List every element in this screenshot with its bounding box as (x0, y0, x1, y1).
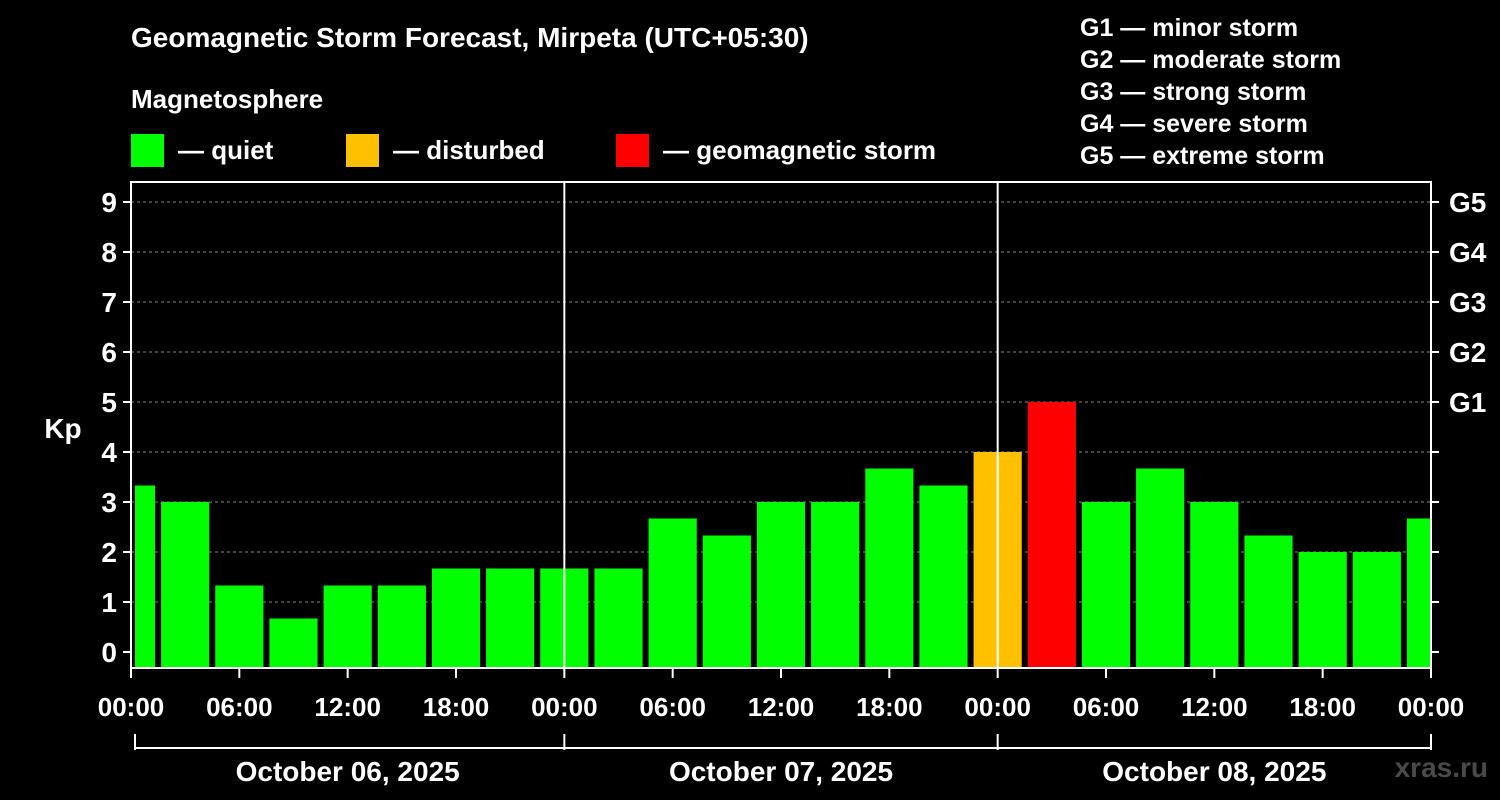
kp-bar-15 (919, 485, 968, 668)
kp-bar-10 (648, 518, 697, 668)
g-scale-g1: G1 — minor storm (1080, 14, 1299, 42)
y-tick-label-5: 5 (101, 387, 117, 418)
x-tick-label-11: 18:00 (1289, 692, 1356, 722)
x-tick-label-4: 00:00 (531, 692, 598, 722)
kp-bar-19 (1136, 468, 1185, 668)
x-tick-label-9: 06:00 (1073, 692, 1140, 722)
y-tick-label-2: 2 (101, 537, 117, 568)
kp-bar-12 (756, 502, 806, 668)
kp-bar-20 (1190, 502, 1239, 668)
legend-label-disturbed: — disturbed (393, 134, 545, 165)
x-tick-label-12: 00:00 (1398, 692, 1465, 722)
y-tick-label-6: 6 (101, 337, 117, 368)
g-level-label-g1: G1 (1449, 387, 1486, 418)
kp-bar-1 (161, 502, 210, 668)
legend-item-storm: — geomagnetic storm (616, 133, 936, 167)
g-scale-g3: G3 — strong storm (1080, 78, 1307, 106)
date-label-0: October 06, 2025 (236, 756, 460, 787)
g-scale-g4: G4 — severe storm (1080, 110, 1308, 138)
legend-label-quiet: — quiet (178, 134, 274, 165)
kp-bar-24 (1406, 518, 1430, 668)
y-tick-label-9: 9 (101, 187, 117, 218)
kp-bar-6 (431, 568, 481, 668)
legend-item-disturbed: — disturbed (346, 133, 545, 167)
legend-swatch-quiet (131, 133, 164, 167)
y-tick-label-8: 8 (101, 237, 117, 268)
kp-bar-11 (702, 535, 751, 668)
x-tick-label-3: 18:00 (423, 692, 490, 722)
chart-title: Geomagnetic Storm Forecast, Mirpeta (UTC… (131, 22, 809, 53)
kp-bar-23 (1352, 552, 1401, 668)
g-level-label-g2: G2 (1449, 337, 1486, 368)
kp-bar-2 (215, 585, 264, 668)
g-level-label-g4: G4 (1449, 237, 1487, 268)
g-scale-legend: G1 — minor storm G2 — moderate storm G3 … (1080, 12, 1341, 172)
g-level-label-g3: G3 (1449, 287, 1486, 318)
kp-bar-17 (1027, 402, 1076, 668)
kp-bar-0 (135, 485, 156, 668)
kp-bar-9 (594, 568, 643, 668)
g-scale-g5: G5 — extreme storm (1080, 142, 1325, 170)
g-level-label-g5: G5 (1449, 187, 1486, 218)
kp-bar-13 (811, 502, 860, 668)
x-tick-label-2: 12:00 (314, 692, 381, 722)
kp-bar-21 (1244, 535, 1293, 668)
watermark: xras.ru (1394, 752, 1488, 783)
y-tick-label-3: 3 (101, 487, 117, 518)
y-tick-label-7: 7 (101, 287, 117, 318)
kp-bar-14 (865, 468, 914, 668)
kp-bar-3 (269, 618, 318, 668)
kp-bar-7 (486, 568, 535, 668)
x-tick-label-6: 12:00 (748, 692, 815, 722)
legend-swatch-disturbed (346, 133, 379, 167)
y-tick-label-0: 0 (101, 637, 117, 668)
g-scale-g2: G2 — moderate storm (1080, 46, 1342, 74)
date-label-2: October 08, 2025 (1102, 756, 1326, 787)
y-tick-label-1: 1 (101, 587, 117, 618)
legend-item-quiet: — quiet (131, 133, 273, 167)
kp-bar-5 (377, 585, 426, 668)
kp-bar-22 (1298, 552, 1347, 668)
x-tick-label-1: 06:00 (206, 692, 273, 722)
x-tick-label-0: 00:00 (98, 692, 165, 722)
legend-swatch-storm (616, 133, 649, 167)
chart-subtitle: Magnetosphere (131, 84, 324, 114)
x-tick-label-10: 12:00 (1181, 692, 1248, 722)
y-axis-title: Kp (44, 413, 81, 444)
kp-bar-4 (323, 585, 372, 668)
x-tick-label-5: 06:00 (639, 692, 706, 722)
date-label-1: October 07, 2025 (669, 756, 893, 787)
kp-bar-18 (1081, 502, 1131, 668)
y-tick-label-4: 4 (101, 437, 117, 468)
x-tick-label-8: 00:00 (964, 692, 1031, 722)
x-tick-label-7: 18:00 (856, 692, 923, 722)
legend-label-storm: — geomagnetic storm (663, 134, 937, 165)
